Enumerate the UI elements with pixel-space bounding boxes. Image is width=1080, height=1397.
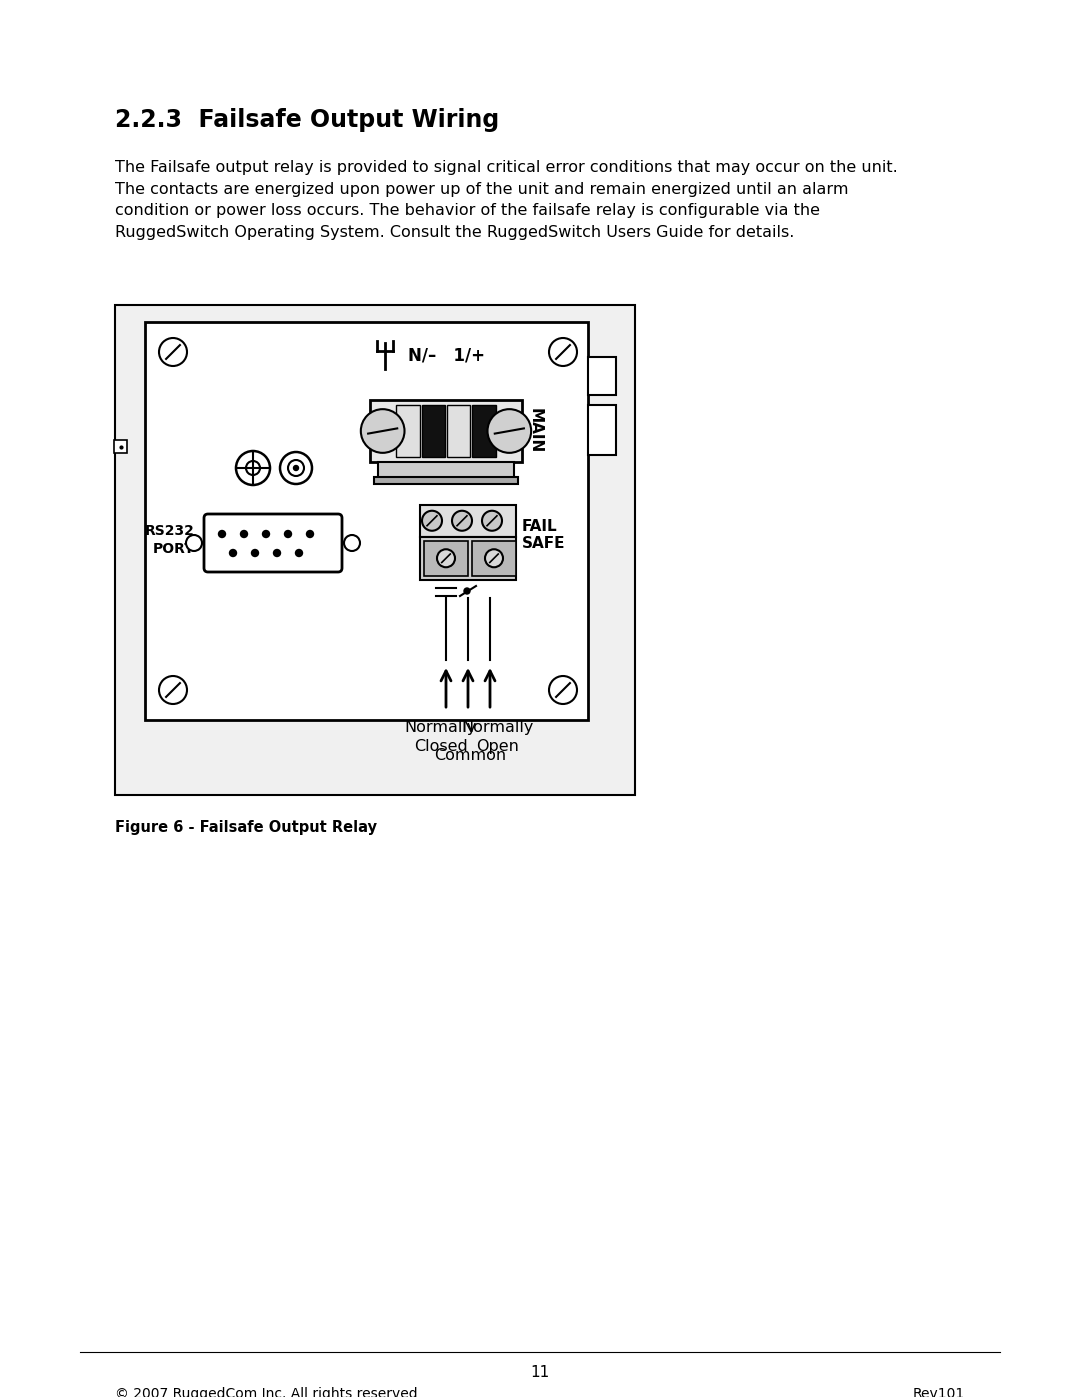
- Bar: [378, 462, 514, 478]
- Circle shape: [159, 676, 187, 704]
- Circle shape: [296, 549, 302, 556]
- Text: Common: Common: [434, 747, 507, 763]
- Circle shape: [345, 535, 360, 550]
- Circle shape: [482, 511, 502, 531]
- Bar: [114, 305, 635, 795]
- Circle shape: [159, 338, 187, 366]
- Bar: [145, 321, 588, 719]
- Circle shape: [273, 549, 281, 556]
- Bar: [472, 541, 516, 576]
- Text: Rev101: Rev101: [913, 1387, 966, 1397]
- Circle shape: [186, 535, 202, 550]
- Bar: [114, 440, 127, 453]
- Text: Figure 6 - Failsafe Output Relay: Figure 6 - Failsafe Output Relay: [114, 820, 377, 835]
- Circle shape: [422, 511, 442, 531]
- Bar: [421, 405, 445, 457]
- Text: 2.2.3  Failsafe Output Wiring: 2.2.3 Failsafe Output Wiring: [114, 108, 499, 131]
- Circle shape: [549, 338, 577, 366]
- Bar: [420, 536, 516, 580]
- Text: MAIN: MAIN: [528, 408, 543, 454]
- Circle shape: [246, 461, 260, 475]
- Circle shape: [294, 465, 298, 471]
- Circle shape: [437, 549, 455, 567]
- Circle shape: [453, 511, 472, 531]
- Circle shape: [237, 451, 270, 485]
- Bar: [472, 405, 496, 457]
- Text: Normally
Open: Normally Open: [462, 719, 535, 753]
- Circle shape: [485, 549, 503, 567]
- FancyBboxPatch shape: [204, 514, 342, 571]
- Text: RS232
PORT: RS232 PORT: [145, 524, 195, 556]
- Bar: [588, 405, 616, 455]
- Circle shape: [262, 531, 270, 538]
- Circle shape: [241, 531, 247, 538]
- Bar: [374, 476, 518, 483]
- Bar: [370, 400, 522, 462]
- Bar: [396, 405, 420, 457]
- Bar: [420, 504, 516, 536]
- Text: N/–   1/+: N/– 1/+: [408, 346, 485, 365]
- Bar: [424, 541, 468, 576]
- Circle shape: [288, 460, 303, 476]
- Circle shape: [464, 588, 470, 594]
- Text: The Failsafe output relay is provided to signal critical error conditions that m: The Failsafe output relay is provided to…: [114, 161, 897, 240]
- Circle shape: [229, 549, 237, 556]
- Bar: [588, 358, 616, 395]
- Circle shape: [284, 531, 292, 538]
- Circle shape: [252, 549, 258, 556]
- Circle shape: [280, 453, 312, 483]
- Circle shape: [549, 676, 577, 704]
- Circle shape: [361, 409, 405, 453]
- Text: © 2007 RuggedCom Inc. All rights reserved: © 2007 RuggedCom Inc. All rights reserve…: [114, 1387, 418, 1397]
- Bar: [447, 405, 470, 457]
- Text: Normally
Closed: Normally Closed: [405, 719, 477, 753]
- Circle shape: [307, 531, 313, 538]
- Text: 11: 11: [530, 1365, 550, 1380]
- Circle shape: [487, 409, 531, 453]
- Circle shape: [218, 531, 226, 538]
- Text: FAIL
SAFE: FAIL SAFE: [522, 518, 566, 552]
